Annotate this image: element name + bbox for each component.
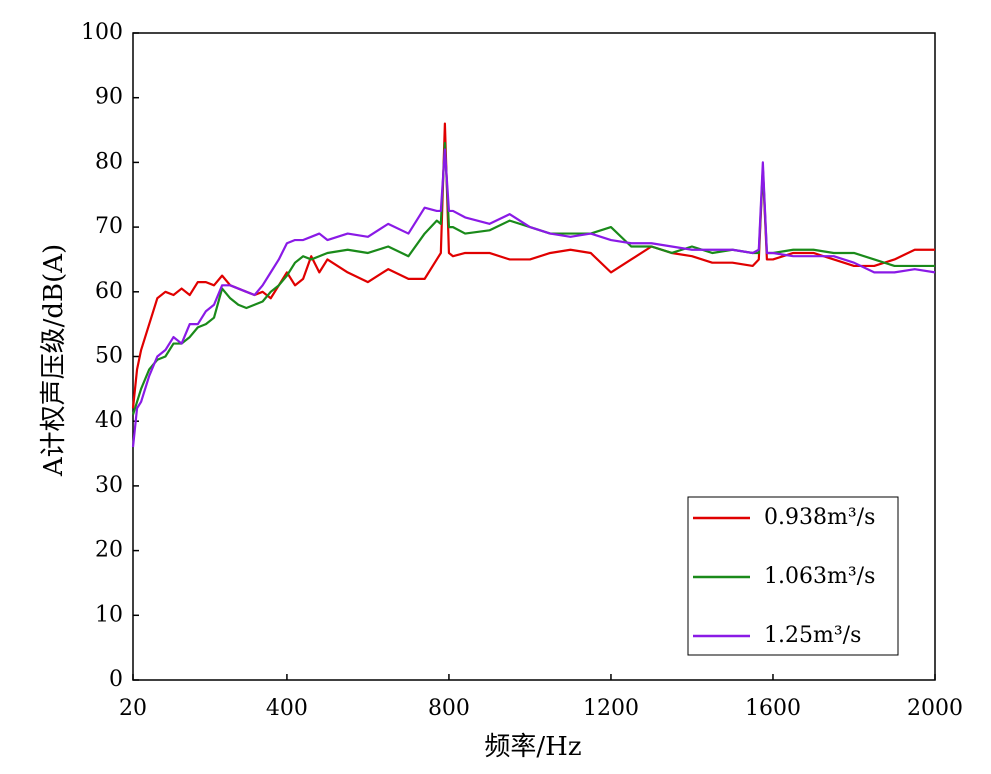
x-tick-label: 400 bbox=[266, 696, 308, 721]
y-axis-label: A计权声压级/dB(A) bbox=[39, 244, 69, 477]
x-tick-label: 800 bbox=[428, 696, 470, 721]
y-tick-label: 50 bbox=[95, 344, 123, 369]
data-line bbox=[131, 122, 935, 409]
legend-label: 1.25m³/s bbox=[764, 623, 861, 648]
x-tick-label: 1200 bbox=[583, 696, 639, 721]
x-axis-label: 频率/Hz bbox=[484, 732, 581, 762]
y-tick-label: 10 bbox=[95, 602, 123, 627]
y-tick-label: 40 bbox=[95, 408, 123, 433]
data-line bbox=[131, 148, 936, 448]
y-tick-label: 0 bbox=[109, 667, 123, 692]
legend-label: 0.938m³/s bbox=[764, 505, 875, 530]
data-line bbox=[131, 141, 935, 416]
y-tick-label: 30 bbox=[95, 473, 123, 498]
x-tick-label: 1600 bbox=[745, 696, 801, 721]
y-tick-label: 80 bbox=[95, 149, 123, 174]
x-tick-label: 20 bbox=[119, 696, 147, 721]
y-tick-label: 20 bbox=[95, 538, 123, 563]
y-tick-label: 90 bbox=[95, 85, 123, 110]
y-tick-label: 60 bbox=[95, 279, 123, 304]
x-tick-label: 2000 bbox=[907, 696, 963, 721]
y-tick-label: 100 bbox=[81, 20, 123, 45]
legend-label: 1.063m³/s bbox=[764, 564, 875, 589]
y-tick-label: 70 bbox=[95, 214, 123, 239]
